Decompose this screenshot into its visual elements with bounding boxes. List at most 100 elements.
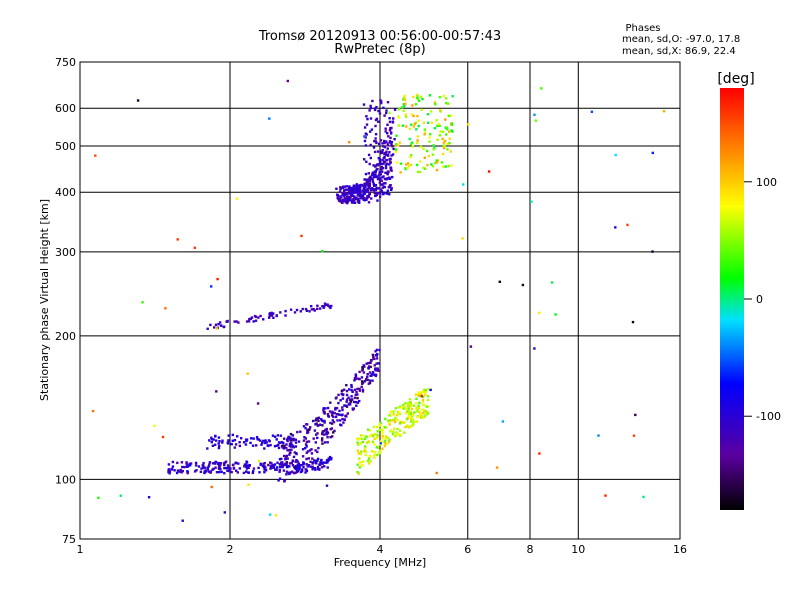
data-point <box>385 153 388 157</box>
data-point <box>315 417 318 420</box>
data-point <box>417 99 421 103</box>
data-point <box>412 423 415 426</box>
data-point <box>290 470 294 473</box>
data-point <box>373 450 377 454</box>
data-point <box>451 130 454 133</box>
data-point <box>245 467 249 470</box>
data-point <box>344 191 348 195</box>
x-tick-label: 2 <box>227 543 234 556</box>
data-point <box>380 100 383 103</box>
data-point <box>450 164 453 167</box>
data-point <box>176 469 180 472</box>
data-point <box>365 183 368 186</box>
data-point <box>180 471 183 474</box>
data-point <box>375 362 378 365</box>
data-point <box>295 459 298 462</box>
data-point <box>214 443 217 446</box>
data-point <box>259 463 262 466</box>
data-point <box>343 388 346 391</box>
data-point <box>334 408 337 411</box>
data-point <box>538 311 541 315</box>
data-point <box>316 459 319 462</box>
data-point <box>423 415 426 418</box>
data-point <box>409 143 413 146</box>
data-point <box>208 439 211 442</box>
data-point <box>278 458 282 461</box>
data-point <box>397 115 400 118</box>
x-tick-labels: 1 2 4 6 8 10 16 <box>77 543 688 556</box>
data-point <box>380 168 383 171</box>
data-point <box>218 444 221 448</box>
data-point <box>256 438 259 441</box>
data-point <box>254 319 258 322</box>
data-point <box>256 402 260 405</box>
data-point <box>371 450 374 453</box>
data-point <box>404 125 408 128</box>
data-point <box>314 433 318 436</box>
data-point <box>363 450 366 453</box>
data-point <box>330 411 334 414</box>
data-point <box>194 461 198 465</box>
data-point <box>359 442 362 445</box>
data-point <box>396 418 399 422</box>
data-point <box>328 410 332 413</box>
data-point <box>396 427 399 431</box>
data-point <box>270 314 274 317</box>
data-point <box>355 188 359 191</box>
data-point <box>353 201 357 204</box>
data-point <box>278 463 281 466</box>
data-point <box>382 182 385 185</box>
data-point <box>419 145 423 149</box>
data-point <box>415 406 418 409</box>
data-point <box>252 320 255 323</box>
data-point <box>377 156 380 160</box>
data-point <box>632 434 636 437</box>
data-point <box>651 151 654 155</box>
data-point <box>420 108 423 112</box>
data-point <box>372 146 376 149</box>
data-point <box>314 468 317 471</box>
data-point <box>305 469 309 473</box>
data-point <box>419 415 423 418</box>
data-point <box>175 471 179 475</box>
data-point <box>411 418 415 421</box>
data-point <box>361 388 365 391</box>
data-point <box>364 184 367 187</box>
data-point <box>409 405 412 408</box>
data-point <box>382 175 385 178</box>
data-point <box>330 427 333 430</box>
data-point <box>272 316 275 319</box>
data-point <box>285 461 288 464</box>
data-point <box>273 435 277 438</box>
data-point <box>292 446 296 449</box>
data-point <box>367 362 370 365</box>
data-point <box>329 421 332 425</box>
data-point <box>367 440 371 443</box>
data-point <box>293 451 296 454</box>
data-point <box>294 460 297 463</box>
data-point <box>141 301 144 304</box>
data-point <box>286 439 289 443</box>
chart-subtitle: RwPretec (8p) <box>334 42 425 57</box>
data-point <box>415 397 418 400</box>
data-point <box>375 357 379 360</box>
data-point <box>423 388 426 391</box>
data-point <box>339 399 342 402</box>
data-point <box>415 408 418 411</box>
data-point <box>361 194 365 198</box>
data-point <box>359 193 363 197</box>
data-point <box>330 457 333 460</box>
data-point <box>236 471 239 474</box>
data-point <box>345 198 349 201</box>
data-point <box>168 468 171 471</box>
data-point <box>366 373 369 376</box>
data-point <box>377 109 380 113</box>
data-point <box>333 429 336 433</box>
data-point <box>451 123 454 126</box>
data-point <box>377 369 380 372</box>
data-point <box>325 484 329 487</box>
data-point <box>383 440 387 443</box>
data-point <box>200 467 203 470</box>
data-point <box>207 465 210 468</box>
data-point <box>281 465 284 469</box>
